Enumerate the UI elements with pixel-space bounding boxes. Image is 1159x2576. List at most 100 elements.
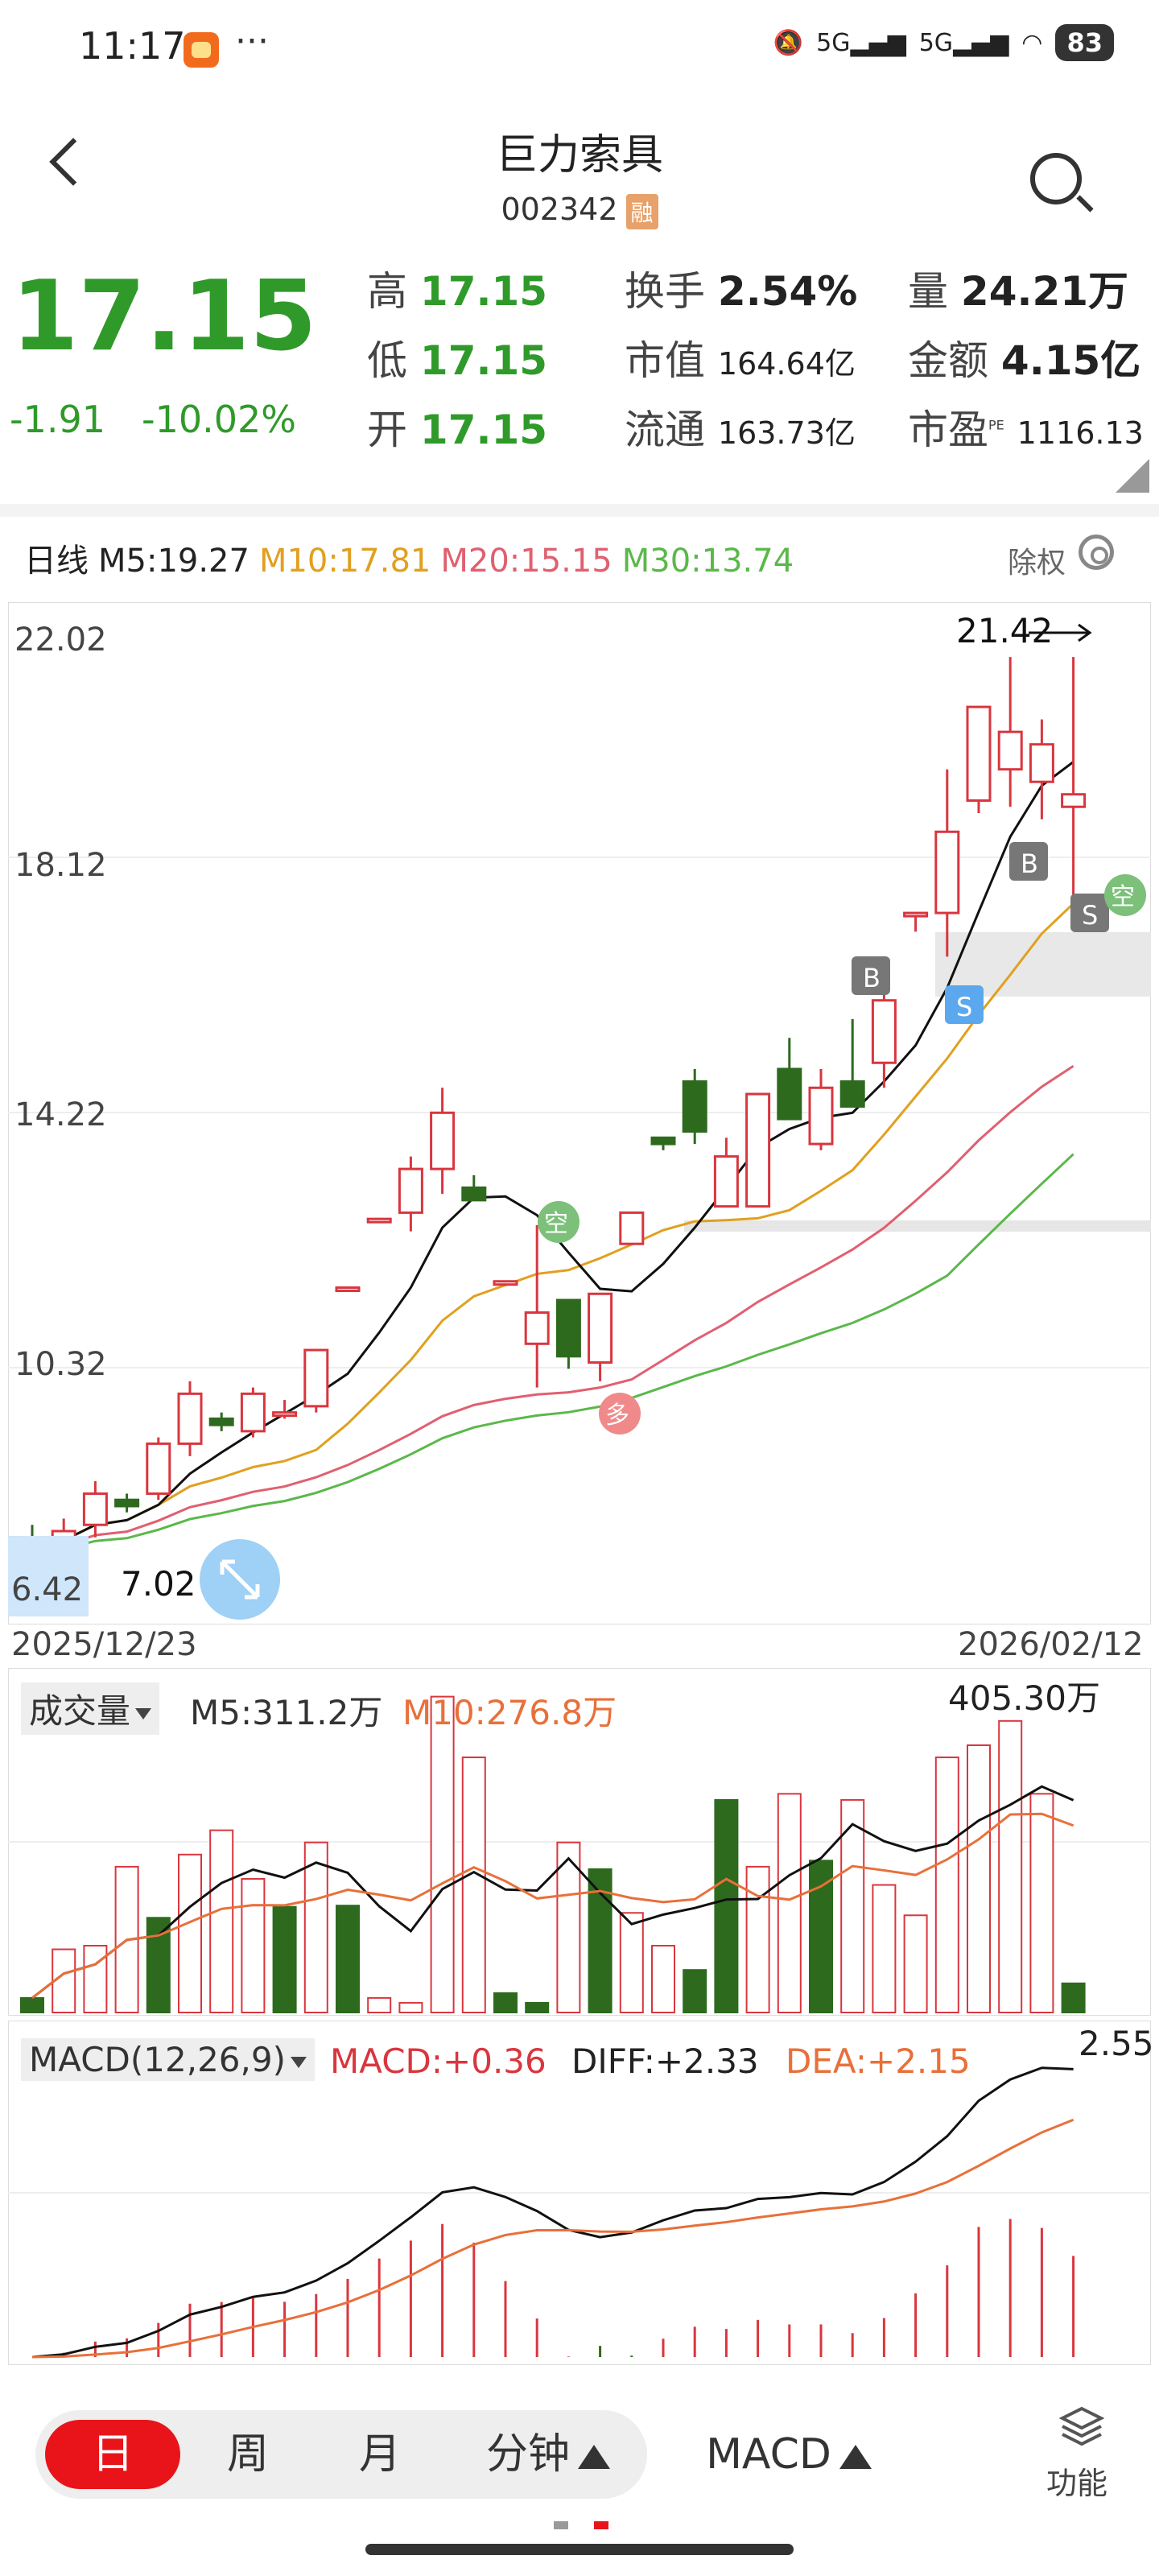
dea-line <box>31 2118 1074 2359</box>
divider <box>0 504 1159 517</box>
expand-corner-icon[interactable] <box>1116 459 1149 493</box>
volume-selector[interactable]: 成交量 <box>21 1682 160 1735</box>
candle <box>745 1092 771 1208</box>
status-bar: 11:17 ··· 🔕 5G▂▄▆ 5G▂▄▆ ◠ 83 <box>0 0 1159 97</box>
volume-bar <box>83 1944 108 2013</box>
candle <box>82 1480 108 1538</box>
sell-marker-1: S <box>945 985 984 1024</box>
pe-row: 市盈PE 1116.13 <box>908 407 1144 453</box>
volume-bar <box>1029 1793 1054 2013</box>
y-tick-2: 18.12 <box>14 847 107 884</box>
candle <box>208 1412 234 1431</box>
page-indicator-1 <box>554 2521 568 2529</box>
tab-week[interactable]: 周 <box>226 2430 269 2479</box>
volume-bar <box>809 1860 833 2013</box>
vol-ma10-line <box>31 1812 1074 2000</box>
stock-code: 002342 <box>501 192 618 227</box>
volume-row: 量 24.21万 <box>908 268 1129 315</box>
candle <box>366 1217 392 1224</box>
open-row: 开 17.15 <box>367 407 548 453</box>
volume-bar <box>651 1944 675 2013</box>
svg-text:多: 多 <box>605 1402 629 1430</box>
y-tick-3: 14.22 <box>14 1096 107 1133</box>
candle <box>555 1298 581 1369</box>
vol-ma10: M10:276.8万 <box>402 1693 617 1732</box>
volume-bar <box>683 1969 707 2013</box>
volume-bar <box>430 1695 455 2013</box>
period-label: 日线 <box>24 543 89 580</box>
candle <box>240 1387 266 1438</box>
status-time: 11:17 <box>79 24 186 68</box>
volume-bar <box>398 2001 423 2013</box>
min-highlight <box>8 1536 89 1616</box>
margin-badge: 融 <box>625 193 658 229</box>
ma-legend: 日线 M5:19.27 M10:17.81 M20:15.15 M30:13.74 <box>24 535 803 581</box>
price-change-pct: -10.02% <box>142 398 296 441</box>
candle <box>588 1292 613 1381</box>
candle <box>335 1286 361 1292</box>
candle <box>839 1018 865 1108</box>
candle <box>997 657 1023 807</box>
svg-text:B: B <box>1021 848 1038 879</box>
svg-text:空: 空 <box>1111 883 1135 911</box>
turnover-row: 换手 2.54% <box>625 268 858 315</box>
low-row: 低 17.15 <box>367 337 548 384</box>
stock-name: 巨力索具 <box>495 131 663 180</box>
volume-bar <box>556 1841 581 2013</box>
battery-icon: 83 <box>1055 24 1114 61</box>
buy-marker-2: B <box>1009 842 1048 881</box>
volume-bar <box>967 1744 991 2013</box>
candle <box>777 1038 802 1121</box>
candle <box>966 705 992 813</box>
layers-icon[interactable] <box>1058 2404 1105 2449</box>
y-tick-1: 22.02 <box>14 621 107 658</box>
volume-bar <box>934 1757 959 2013</box>
short-marker-2: 空 <box>1104 874 1146 916</box>
signal-icon: 5G▂▄▆ <box>816 28 906 57</box>
amount-row: 金额 4.15亿 <box>908 337 1141 384</box>
svg-text:B: B <box>863 963 881 993</box>
volume-bar <box>714 1798 739 2013</box>
vol-ma5: M5:311.2万 <box>190 1693 383 1732</box>
tab-month[interactable]: 月 <box>358 2430 401 2479</box>
y-tick-4: 10.32 <box>14 1346 107 1383</box>
candle <box>1029 719 1054 819</box>
float-row: 流通 163.73亿 <box>625 407 856 453</box>
kline-chart[interactable]: 22.02 18.12 14.22 10.32 21.42 6.42 7.02 … <box>8 602 1151 1624</box>
price-zone-lower <box>684 1220 1151 1232</box>
tab-minute[interactable]: 分钟 <box>464 2410 633 2499</box>
ma10: M10:17.81 <box>258 543 431 580</box>
candle <box>303 1348 329 1413</box>
candle <box>177 1381 203 1456</box>
max-arrow-icon <box>1029 623 1092 642</box>
ma10-line <box>31 902 1074 1551</box>
candle <box>146 1437 171 1501</box>
vol-max: 405.30万 <box>948 1678 1100 1718</box>
price-change: -1.91 <box>10 398 106 441</box>
macd-selector[interactable]: MACD(12,26,9) <box>21 2038 315 2081</box>
candle <box>493 1280 518 1286</box>
macd-chart[interactable] <box>8 2021 1151 2365</box>
candle <box>934 769 960 957</box>
function-label[interactable]: 功能 <box>1046 2466 1108 2501</box>
volume-bar <box>303 1841 328 2013</box>
min-tick-label: 6.42 <box>11 1571 83 1608</box>
candle <box>430 1088 456 1195</box>
indicator-selector[interactable]: MACD <box>692 2410 885 2499</box>
volume-bar <box>777 1793 802 2013</box>
stock-code-row: 002342 融 <box>0 192 1159 229</box>
adjust-button[interactable]: 除权 <box>1008 547 1066 580</box>
volume-chart[interactable] <box>8 1668 1151 2016</box>
long-marker: 多 <box>599 1393 641 1435</box>
volume-bar <box>461 1757 486 2013</box>
gear-icon[interactable] <box>1079 535 1114 570</box>
home-indicator[interactable] <box>365 2544 794 2555</box>
active-tab-bg <box>45 2420 180 2489</box>
tab-day[interactable]: 日 <box>91 2430 134 2479</box>
ma5: M5:19.27 <box>98 543 250 580</box>
search-icon[interactable] <box>1030 153 1082 204</box>
mute-icon: 🔕 <box>773 28 804 57</box>
vol-ma5-line <box>31 1785 1074 2000</box>
volume-bar <box>178 1853 202 2013</box>
candle <box>619 1211 645 1245</box>
